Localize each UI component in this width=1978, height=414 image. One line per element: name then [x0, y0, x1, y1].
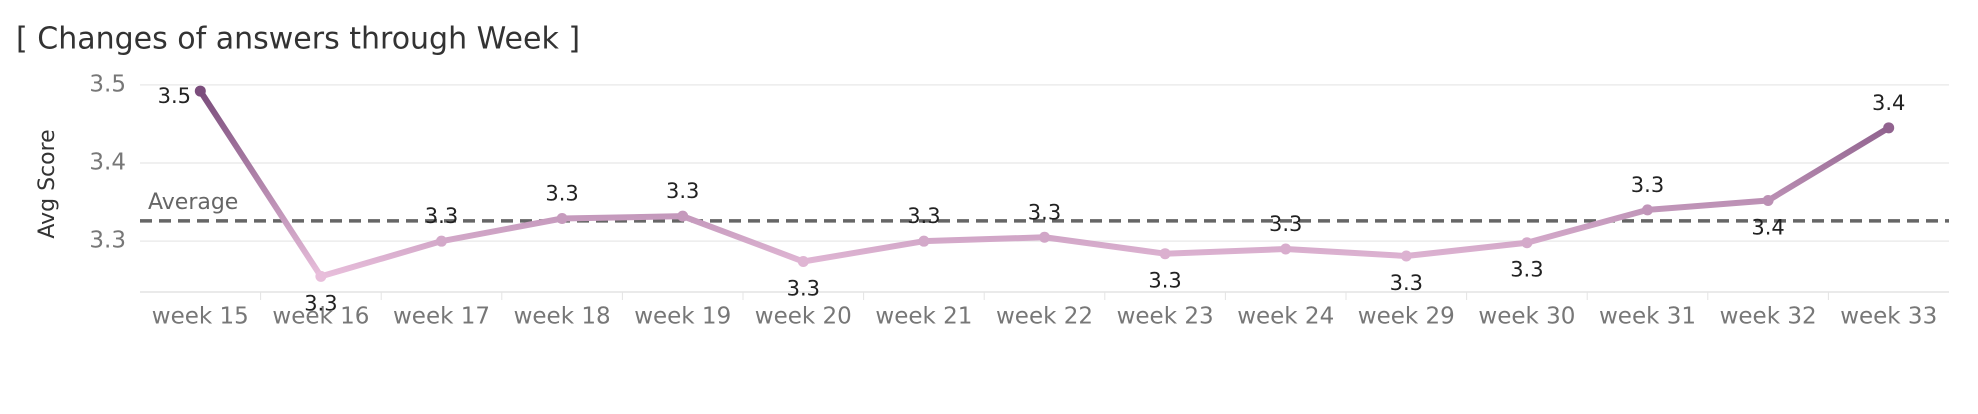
x-tick-label: week 16	[272, 304, 369, 330]
data-point	[797, 256, 809, 268]
x-tick-label: week 32	[1720, 304, 1817, 330]
data-label: 3.4	[1751, 216, 1784, 240]
x-tick-label: week 18	[514, 304, 611, 330]
x-tick-label: week 29	[1358, 304, 1455, 330]
data-point	[1521, 237, 1533, 249]
data-point	[194, 85, 206, 97]
data-label: 3.3	[1028, 200, 1061, 224]
data-label: 3.3	[1148, 269, 1181, 293]
data-label: 3.5	[158, 84, 191, 108]
data-label: 3.3	[666, 179, 699, 203]
data-point	[1762, 195, 1774, 207]
x-tick-label: week 24	[1237, 304, 1334, 330]
data-point	[1280, 243, 1292, 255]
data-label: 3.3	[1269, 212, 1302, 236]
x-tick-label: week 31	[1599, 304, 1696, 330]
x-tick-label: week 33	[1840, 304, 1937, 330]
data-point	[1400, 250, 1412, 262]
data-point	[315, 270, 327, 282]
x-tick-label: week 20	[755, 304, 852, 330]
data-point	[918, 235, 930, 247]
data-label: 3.3	[304, 291, 337, 315]
x-tick-label: week 19	[634, 304, 731, 330]
data-label: 3.3	[545, 182, 578, 206]
data-label: 3.3	[1631, 173, 1664, 197]
data-point	[1039, 231, 1050, 243]
x-tick-label: week 30	[1478, 304, 1575, 330]
data-point	[677, 210, 689, 222]
data-label: 3.3	[907, 204, 940, 228]
x-tick-label: week 15	[152, 304, 249, 330]
y-tick-label: 3.4	[89, 150, 126, 176]
y-tick-label: 3.3	[89, 228, 126, 254]
data-point	[436, 235, 447, 247]
x-tick-label: week 22	[996, 304, 1093, 330]
chart-title: [ Changes of answers through Week ]	[16, 22, 580, 57]
data-point	[1642, 204, 1653, 216]
x-tick-label: week 23	[1117, 304, 1214, 330]
y-axis-label: Avg Score	[35, 129, 60, 238]
data-label: 3.3	[1510, 258, 1543, 282]
data-point	[1883, 122, 1895, 134]
x-tick-label: week 21	[875, 304, 972, 330]
y-tick-label: 3.5	[89, 71, 126, 97]
data-label: 3.4	[1872, 91, 1905, 115]
data-label: 3.3	[425, 204, 458, 228]
reference-label: Average	[148, 190, 238, 215]
x-tick-label: week 17	[393, 304, 490, 330]
data-label: 3.3	[1390, 271, 1423, 295]
data-label: 3.3	[787, 277, 820, 301]
data-point	[1159, 248, 1171, 260]
data-point	[556, 213, 568, 225]
